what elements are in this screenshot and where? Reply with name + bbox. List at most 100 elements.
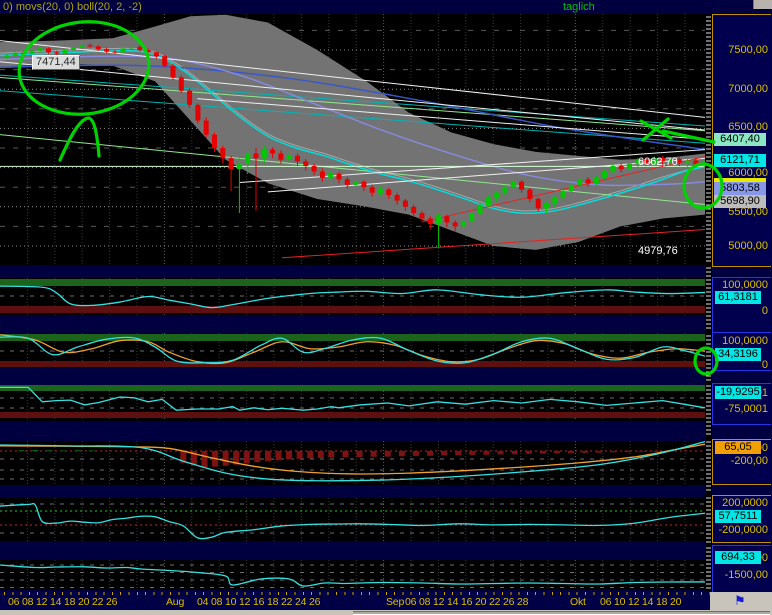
time-axis-right-area: ⚑ <box>710 592 772 610</box>
chart-price-label: 6062,70 <box>638 156 678 168</box>
red-channel-high <box>422 156 706 223</box>
panel5-tick-bottom: -200,0000 <box>718 524 768 536</box>
macd-histogram-bar <box>582 451 589 453</box>
macd-histogram-bar <box>384 451 391 457</box>
panel4-tick-bottom: -200,00 <box>730 455 768 467</box>
macd-histogram-bar <box>596 451 603 453</box>
macd-histogram-bar <box>180 451 187 463</box>
macd-histogram-bar <box>307 451 314 459</box>
price-tick: 6500,00 <box>728 121 768 133</box>
macd-histogram-bar <box>553 451 560 454</box>
macd-histogram-bar <box>317 451 324 458</box>
macd-histogram-bar <box>497 451 504 455</box>
macd-histogram-bar <box>638 451 645 452</box>
price-tick: 5500,00 <box>728 206 768 218</box>
flag-icon[interactable]: ⚑ <box>734 593 746 608</box>
macd-histogram-bar <box>32 450 39 451</box>
macd-histogram-bar <box>296 451 303 459</box>
value-box-periwinkle: 5803,58 <box>714 182 766 195</box>
gridlines <box>0 14 705 590</box>
bollinger-mid <box>0 47 706 212</box>
macd-histogram-bar <box>469 451 476 455</box>
macd-histogram-bar <box>46 450 53 451</box>
price-tooltip: 7471,44 <box>32 55 80 70</box>
macd-histogram-bar <box>342 451 349 458</box>
price-tick: 6000,00 <box>728 167 768 179</box>
teal-trend-1 <box>0 74 706 127</box>
panel1-value-box: 61,3181 <box>715 291 761 304</box>
macd-histogram-bar <box>222 451 229 466</box>
macd-histogram-bar <box>370 451 377 457</box>
month-label-aug: Aug <box>166 596 185 608</box>
ma-periwinkle <box>0 55 706 187</box>
panel1-tick-top: 100,0000 <box>722 279 768 291</box>
price-tick: 7500,00 <box>728 44 768 56</box>
value-box-mint: 6407,40 <box>714 133 766 146</box>
panel2-tick-bottom: 0 <box>761 359 768 371</box>
macd-histogram-bar <box>328 451 335 458</box>
bottom-scrollbar-strip <box>0 610 772 615</box>
macd-histogram-bar <box>88 450 95 451</box>
price-tick: 7000,00 <box>728 83 768 95</box>
month-label-okt: Okt <box>570 596 586 608</box>
macd-histogram-bar <box>190 451 197 466</box>
macd-histogram-bar <box>511 451 518 455</box>
panel1-tick-bottom: 0 <box>761 305 768 317</box>
teal-trend-2 <box>0 90 706 144</box>
macd-histogram-bar <box>568 451 575 454</box>
macd-histogram-bar <box>286 451 293 460</box>
panel3-value-box: -19,9295 <box>715 386 761 399</box>
scrollbar-track[interactable] <box>353 611 770 615</box>
panel6-value-box: 694,33 <box>715 551 761 564</box>
white-trend-2 <box>0 61 706 131</box>
momentum-line <box>0 564 706 587</box>
stochastic-line <box>0 334 706 365</box>
macd-histogram-bar <box>18 450 25 451</box>
white-trend-3 <box>197 98 706 140</box>
window-corner-control[interactable] <box>753 0 772 9</box>
macd-histogram-bar <box>74 450 81 451</box>
white-trend-up-1 <box>267 157 706 193</box>
price-tooltip-value: 7471,44 <box>36 56 76 68</box>
macd-histogram-bar <box>624 451 631 453</box>
month-label-sep: Sep <box>386 596 405 608</box>
macd-histogram-bar <box>427 451 434 456</box>
time-axis: 06 08 12 14 18 20 22 26 Aug 04 08 10 12 … <box>0 592 710 610</box>
stochastic-line <box>0 336 706 364</box>
macd-histogram-bar <box>398 451 405 457</box>
date-group-aug: 04 08 10 12 16 18 22 24 26 <box>197 596 321 608</box>
macd-histogram-bar <box>412 451 419 456</box>
price-tick: 5000,00 <box>728 240 768 252</box>
chart-price-label: 4979,76 <box>638 245 678 257</box>
macd-histogram-bar <box>264 451 271 462</box>
hand-drawn-annotations <box>17 20 724 376</box>
oscillator-5-line <box>0 502 706 540</box>
white-trend-up-2 <box>239 149 706 183</box>
panel4-value-box: 65,05 <box>715 441 761 454</box>
axis-section-panel1 <box>712 277 771 333</box>
candles-layer <box>4 42 707 248</box>
value-box-cyan: 6121,71 <box>714 154 766 167</box>
value-box-gray: 5698,90 <box>714 195 766 208</box>
bollinger-band <box>0 14 705 250</box>
macd-histogram-bar <box>610 451 617 453</box>
chart-plot-svg: 6062,70 4979,76 <box>0 14 724 591</box>
indicator-settings-label: 0) movs(20, 0) boll(20, 2, -2) <box>3 1 142 13</box>
macd-histogram-bar <box>243 451 250 464</box>
macd-line <box>0 441 706 482</box>
panel5-value-box: 57,7511 <box>715 510 761 523</box>
chart-header: 0) movs(20, 0) boll(20, 2, -2) taglich <box>0 0 772 14</box>
macd-histogram-bar <box>441 451 448 456</box>
panel6-tick-bottom: -1500,00 <box>724 569 768 581</box>
white-trend-1 <box>0 40 706 118</box>
macd-histogram-bar <box>60 450 67 451</box>
price-axis-column: 7500,00 7000,00 6500,00 6000,00 5500,00 … <box>712 0 772 593</box>
overlay-lines <box>0 40 706 259</box>
panel3-tick-bottom: -75,0001 <box>724 403 768 415</box>
macd-histogram-bar <box>483 451 490 455</box>
plot-backgrounds <box>0 14 705 590</box>
macd-histogram-bar <box>539 451 546 454</box>
macd-histogram-bar <box>666 451 673 452</box>
macd-histogram-bar <box>455 451 462 456</box>
